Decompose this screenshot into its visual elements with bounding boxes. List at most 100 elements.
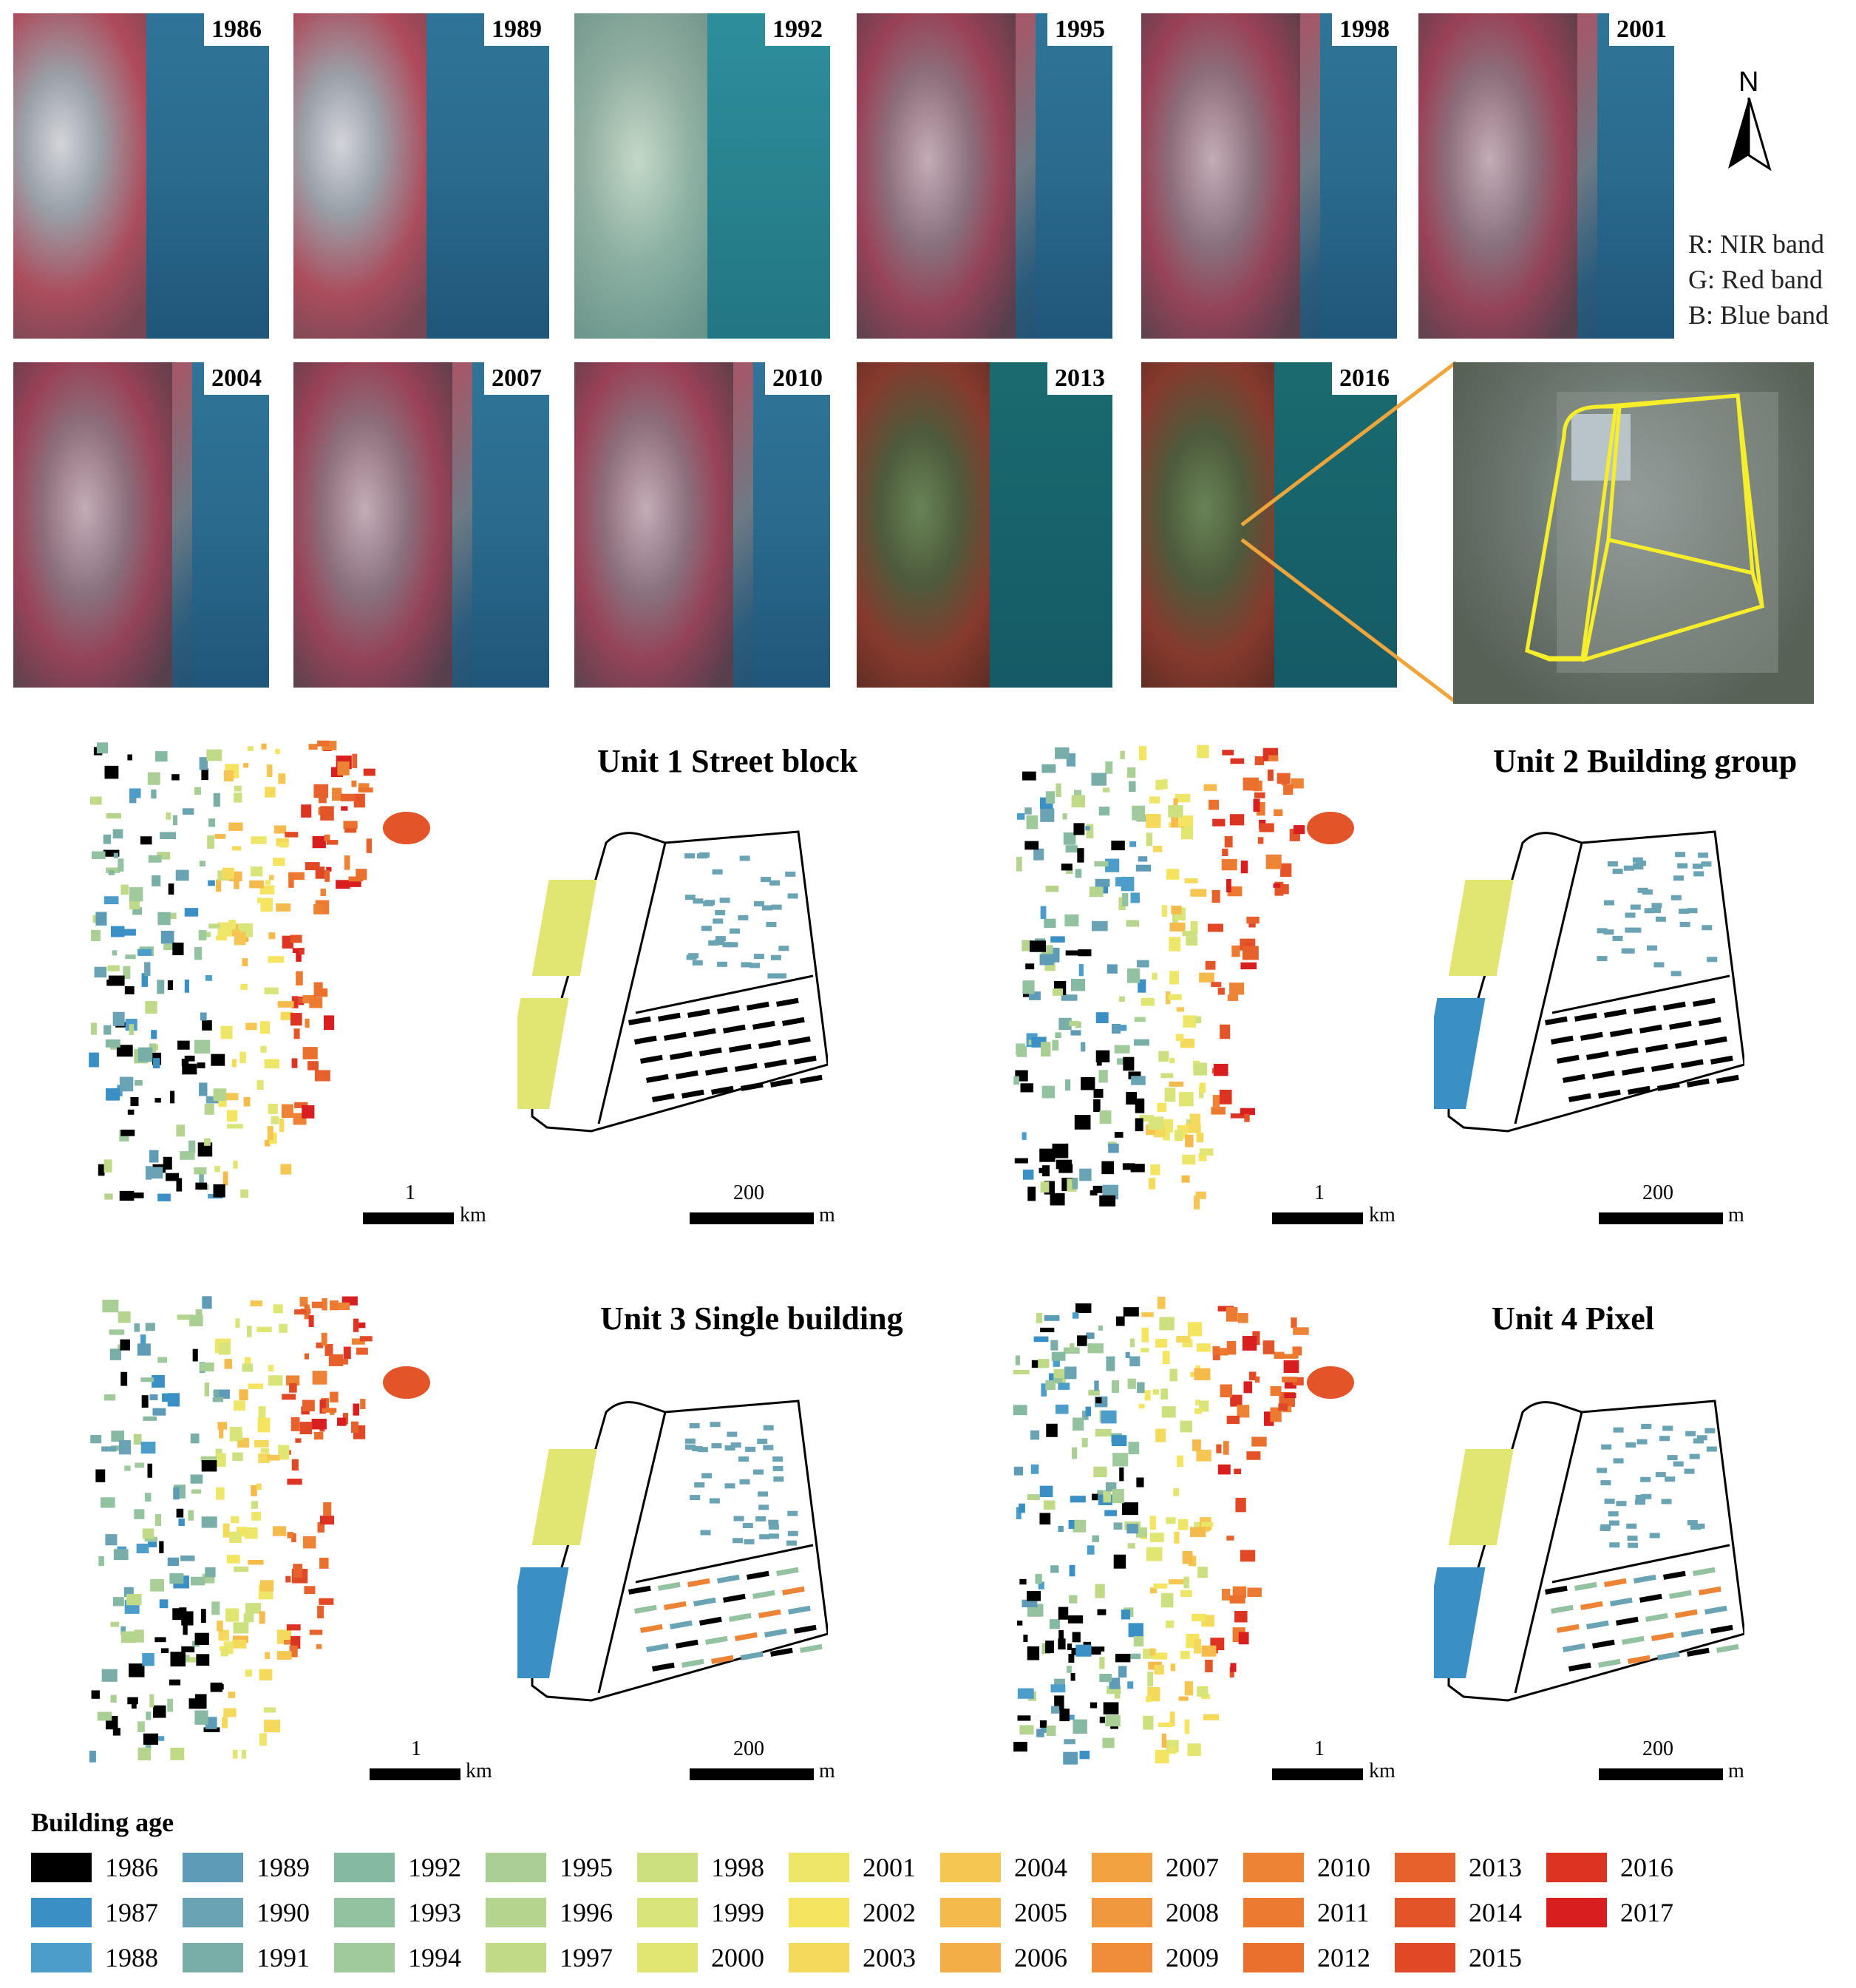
building-polygon bbox=[248, 1559, 264, 1565]
building-polygon bbox=[166, 812, 171, 820]
building-polygon bbox=[176, 1124, 186, 1137]
legend-swatch-1995 bbox=[486, 1853, 546, 1882]
row-building bbox=[788, 1036, 811, 1045]
residential-building bbox=[753, 1469, 764, 1475]
building-polygon bbox=[1036, 1313, 1043, 1323]
building-polygon bbox=[129, 887, 143, 902]
block-sketch-unit-2 bbox=[1434, 830, 1744, 1133]
building-polygon bbox=[1093, 1088, 1104, 1098]
building-polygon bbox=[1153, 1583, 1168, 1589]
row-building bbox=[652, 1093, 675, 1102]
building-polygon bbox=[1138, 1403, 1145, 1408]
building-polygon bbox=[1138, 979, 1146, 993]
legend-swatch-2005 bbox=[940, 1898, 1001, 1927]
scale-km-unit: km bbox=[466, 1760, 492, 1782]
building-polygon bbox=[199, 1170, 204, 1184]
building-polygon bbox=[1234, 1610, 1248, 1623]
building-polygon bbox=[1092, 920, 1108, 932]
building-polygon bbox=[1163, 1128, 1171, 1141]
residential-building bbox=[787, 1530, 798, 1536]
building-polygon bbox=[202, 1020, 212, 1031]
building-polygon bbox=[285, 832, 299, 838]
building-polygon bbox=[137, 1721, 145, 1732]
building-polygon bbox=[1155, 1749, 1169, 1764]
row-building bbox=[1704, 1605, 1727, 1615]
legend-swatch-1989 bbox=[183, 1853, 243, 1882]
scale-km-bar bbox=[370, 1768, 460, 1780]
building-polygon bbox=[302, 1047, 318, 1059]
building-polygon bbox=[1041, 1042, 1051, 1057]
building-polygon bbox=[1277, 773, 1291, 784]
building-polygon bbox=[1115, 1653, 1131, 1663]
building-polygon bbox=[1094, 861, 1109, 867]
row-building bbox=[1574, 1581, 1597, 1591]
building-polygon bbox=[1039, 1513, 1051, 1525]
building-polygon bbox=[1102, 787, 1110, 793]
building-polygon bbox=[1022, 940, 1033, 951]
building-polygon bbox=[1053, 1356, 1060, 1367]
building-polygon bbox=[181, 1646, 195, 1652]
large-building bbox=[531, 880, 597, 976]
building-polygon bbox=[1211, 1107, 1226, 1115]
residential-building bbox=[787, 893, 798, 899]
building-polygon bbox=[135, 1079, 143, 1086]
building-polygon bbox=[126, 1594, 142, 1606]
building-polygon bbox=[169, 1679, 181, 1686]
building-polygon bbox=[1081, 1076, 1095, 1090]
building-polygon bbox=[1035, 1573, 1042, 1584]
building-polygon bbox=[112, 1728, 120, 1736]
row-building bbox=[663, 1031, 687, 1041]
residential-building bbox=[1684, 1468, 1695, 1474]
residential-building bbox=[1603, 929, 1614, 935]
building-polygon bbox=[222, 1171, 228, 1186]
building-polygon bbox=[1064, 914, 1079, 927]
building-polygon bbox=[113, 1549, 129, 1561]
band-legend: R: NIR band G: Red band B: Blue band bbox=[1688, 226, 1829, 333]
building-polygon bbox=[259, 1021, 271, 1034]
building-polygon bbox=[260, 1045, 267, 1053]
building-polygon bbox=[1106, 1356, 1115, 1371]
building-polygon bbox=[152, 1705, 166, 1718]
building-polygon bbox=[1143, 1715, 1154, 1730]
building-polygon bbox=[337, 1302, 350, 1311]
building-polygon bbox=[194, 1632, 209, 1645]
row-building bbox=[1657, 1651, 1680, 1660]
residential-building bbox=[715, 909, 726, 915]
row-building bbox=[1568, 1662, 1591, 1672]
row-building bbox=[794, 1624, 817, 1634]
residential-building bbox=[1692, 864, 1703, 869]
building-polygon bbox=[149, 1150, 159, 1163]
building-polygon bbox=[1027, 1187, 1036, 1201]
building-polygon bbox=[330, 1300, 339, 1311]
building-polygon bbox=[1179, 1092, 1194, 1107]
building-polygon bbox=[215, 1448, 222, 1453]
building-polygon bbox=[127, 754, 132, 761]
building-polygon bbox=[1162, 1351, 1170, 1365]
building-polygon bbox=[143, 1733, 159, 1745]
building-polygon bbox=[322, 1298, 327, 1311]
building-polygon bbox=[137, 949, 152, 956]
building-polygon bbox=[110, 1621, 120, 1627]
residential-building bbox=[1612, 935, 1623, 941]
building-polygon bbox=[103, 849, 120, 857]
building-polygon bbox=[120, 1339, 130, 1351]
year-label: 2016 bbox=[1332, 362, 1397, 395]
row-building bbox=[1710, 1624, 1733, 1634]
building-polygon bbox=[269, 875, 274, 881]
building-polygon bbox=[1093, 1099, 1101, 1113]
building-polygon bbox=[1217, 1464, 1231, 1475]
sea-area bbox=[192, 362, 269, 688]
lake-shape bbox=[1307, 1366, 1354, 1399]
legend-swatch-1997 bbox=[486, 1943, 546, 1972]
building-polygon bbox=[191, 1489, 202, 1494]
building-polygon bbox=[282, 1394, 296, 1400]
residential-building bbox=[745, 1446, 756, 1452]
row-building bbox=[747, 1001, 769, 1011]
building-polygon bbox=[239, 1389, 248, 1401]
building-polygon bbox=[276, 1651, 292, 1660]
building-polygon bbox=[1039, 1148, 1056, 1162]
residential-building bbox=[1613, 1458, 1624, 1464]
building-polygon bbox=[1095, 1397, 1102, 1404]
building-polygon bbox=[1180, 1038, 1195, 1048]
building-polygon bbox=[1086, 1332, 1095, 1339]
